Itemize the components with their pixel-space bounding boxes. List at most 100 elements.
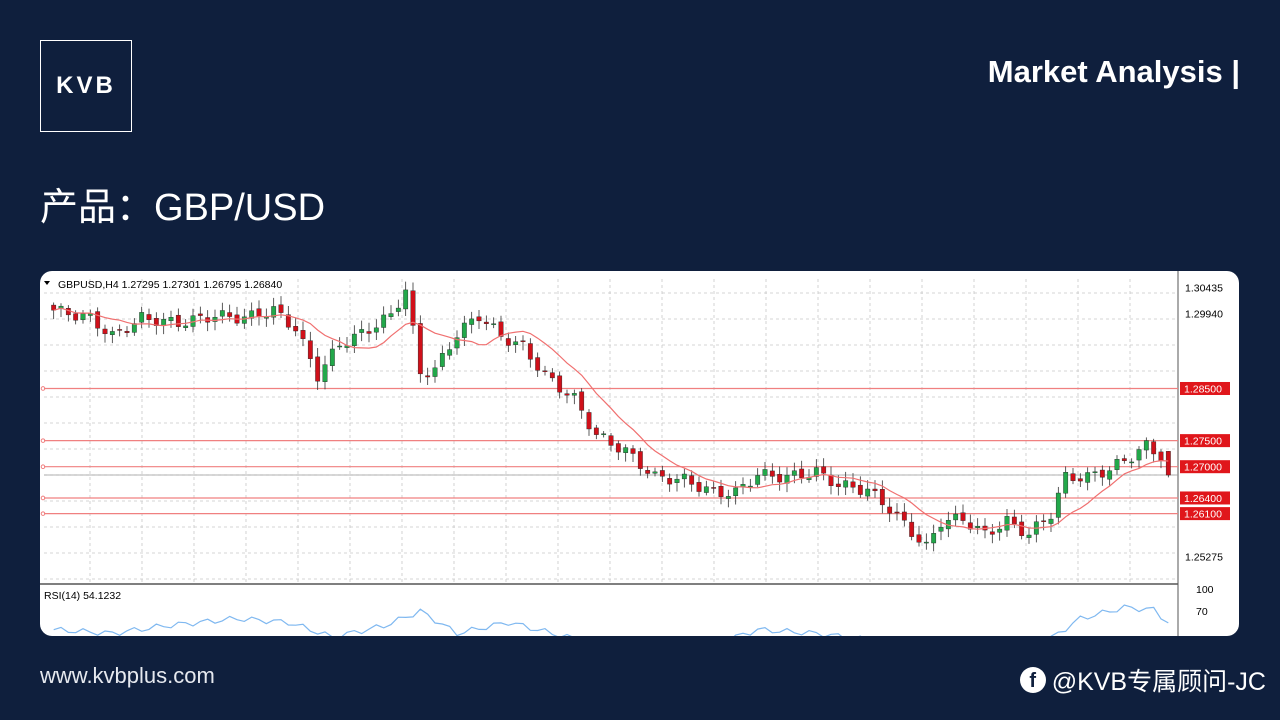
candlestick-series	[51, 281, 1171, 552]
y-tick-label: 1.30435	[1185, 283, 1223, 295]
candle-bull	[1063, 472, 1069, 494]
candle-bear	[505, 338, 511, 346]
level-anchor	[40, 495, 46, 501]
candle-bear	[593, 427, 599, 435]
candle-bull	[432, 367, 438, 377]
candle-bear	[989, 531, 995, 535]
level-anchor	[40, 511, 46, 516]
candle-bull	[271, 306, 277, 318]
candle-bear	[828, 474, 834, 486]
social-handle[interactable]: f @KVB专属顾问-JC	[1019, 662, 1266, 698]
candle-bear	[1041, 520, 1047, 522]
candle-bull	[373, 327, 379, 333]
candle-bull	[762, 469, 768, 476]
website-link[interactable]: www.kvbplus.com	[40, 663, 215, 688]
candle-bull	[80, 313, 86, 321]
candle-bull	[395, 307, 401, 312]
candle-bear	[417, 323, 423, 375]
candle-bull	[241, 316, 247, 324]
candle-bear	[197, 313, 203, 316]
candle-bull	[491, 323, 497, 325]
candle-bear	[586, 412, 592, 430]
candle-bull	[1129, 461, 1135, 464]
candle-bear	[916, 534, 922, 543]
candle-bear	[615, 443, 621, 453]
candle-bull	[923, 541, 929, 544]
social-handle-text: @KVB专属顾问-JC	[1051, 668, 1266, 696]
chart-menu-arrow-icon	[44, 281, 50, 285]
candle-bear	[1077, 478, 1083, 482]
candle-bear	[857, 484, 863, 495]
candle-bear	[476, 316, 482, 322]
candle-bear	[667, 478, 673, 485]
candle-bull	[1107, 470, 1113, 480]
level-anchor	[40, 464, 46, 469]
candle-bull	[461, 322, 467, 338]
chart-grid	[44, 271, 1179, 636]
candle-bear	[557, 375, 563, 393]
candle-bull	[865, 488, 871, 497]
price-chart: 1.28500 1.27500 1.27000 1.26400 1.26100 1.304…	[40, 271, 1230, 636]
candle-bear	[637, 451, 643, 469]
candle-bear	[124, 331, 130, 333]
candle-bull	[1048, 518, 1054, 524]
candle-bear	[535, 357, 541, 371]
level-price-label-bg	[1180, 381, 1230, 395]
candle-bear	[278, 304, 284, 313]
level-price-label-bg	[1180, 460, 1230, 474]
candle-bear	[769, 470, 775, 477]
candle-bear	[175, 314, 181, 327]
candle-bear	[909, 521, 915, 537]
candle-bull	[161, 318, 167, 326]
candle-bull	[733, 487, 739, 497]
level-price-label: 1.27000	[1184, 462, 1222, 474]
candle-bear	[821, 466, 827, 474]
candle-bear	[549, 372, 555, 379]
level-price-label-bg	[1180, 434, 1230, 448]
price-chart-card: 1.28500 1.27500 1.27000 1.26400 1.26100 1.304…	[40, 271, 1239, 636]
candle-bear	[307, 340, 313, 359]
candle-bull	[674, 478, 680, 483]
chart-symbol-header: GBPUSD,H4 1.27295 1.27301 1.26795 1.2684…	[58, 279, 282, 291]
candle-bear	[1165, 451, 1171, 476]
candle-bear	[689, 475, 695, 485]
candle-bear	[146, 314, 152, 320]
candle-bear	[850, 481, 856, 488]
candle-bull	[139, 312, 145, 323]
candle-bear	[153, 318, 159, 326]
candle-bear	[1019, 521, 1025, 536]
candle-bear	[579, 391, 585, 411]
product-label: 产品：GBP/USD	[40, 187, 326, 229]
candle-bear	[315, 356, 321, 382]
candle-bull	[447, 349, 453, 356]
candle-bull	[1092, 471, 1098, 473]
y-tick-label: 1.29940	[1185, 308, 1223, 320]
candle-bull	[1136, 449, 1142, 461]
rsi-tick-label: 100	[1196, 584, 1214, 596]
candle-bear	[410, 290, 416, 326]
candle-bear	[879, 489, 885, 506]
candle-bear	[608, 435, 614, 446]
candle-bear	[1121, 458, 1127, 461]
candle-bull	[131, 323, 137, 333]
candle-bear	[300, 330, 306, 339]
level-price-label: 1.26400	[1184, 493, 1222, 505]
candle-bear	[425, 375, 431, 378]
candle-bull	[601, 433, 607, 435]
rsi-line	[53, 604, 1169, 636]
candle-bear	[630, 448, 636, 454]
candle-bull	[1143, 440, 1149, 451]
level-price-label: 1.26100	[1184, 509, 1222, 521]
candle-bull	[329, 348, 335, 366]
candle-bear	[718, 486, 724, 497]
candle-bear	[293, 326, 299, 332]
candle-bull	[681, 473, 687, 480]
candle-bull	[322, 364, 328, 382]
candle-bear	[498, 321, 504, 337]
candle-bull	[953, 513, 959, 521]
candle-bear	[483, 321, 489, 324]
level-price-label-bg	[1180, 507, 1230, 521]
candle-bear	[117, 329, 123, 331]
candle-bull	[388, 313, 394, 317]
candle-bear	[73, 313, 79, 321]
